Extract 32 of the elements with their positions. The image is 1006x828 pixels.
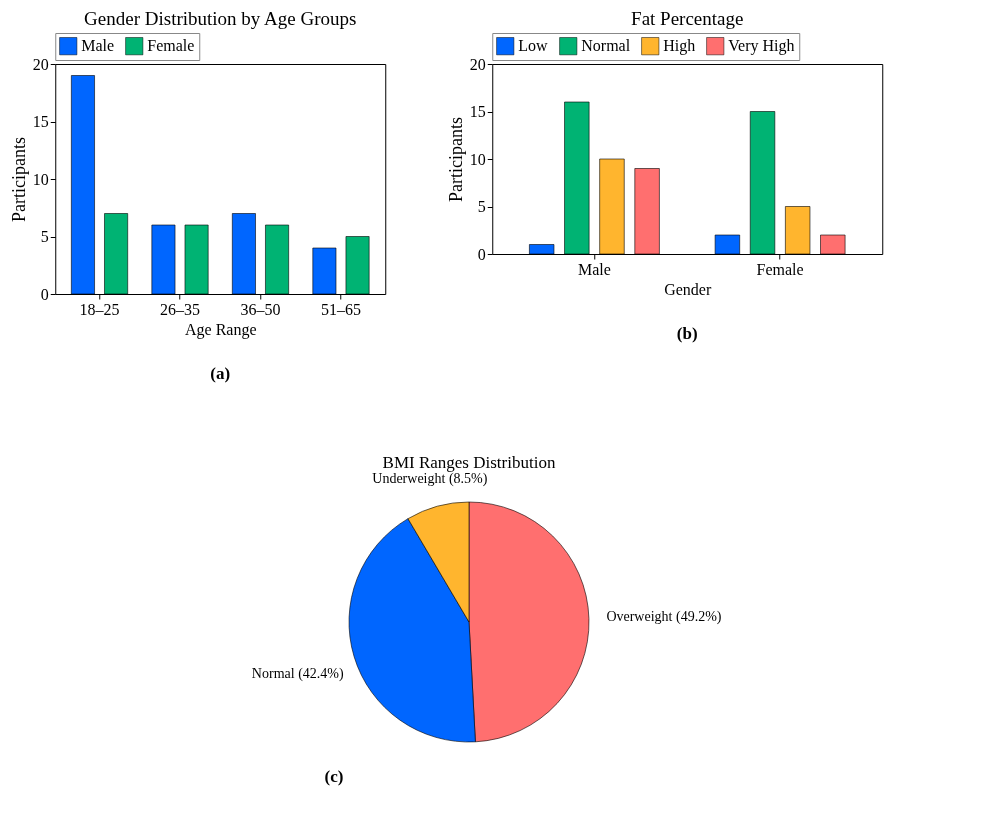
y-tick-label: 5	[477, 198, 486, 215]
y-tick-label: 15	[469, 103, 486, 120]
y-axis-title: Participants	[445, 117, 466, 202]
chart-title: Fat Percentage	[631, 7, 744, 29]
legend-label: Normal	[581, 37, 631, 55]
y-tick-label: 5	[40, 228, 49, 245]
y-axis-title: Participants	[8, 137, 29, 222]
y-tick-label: 0	[477, 245, 486, 263]
y-tick-label: 20	[469, 55, 486, 73]
chart-title: Gender Distribution by Age Groups	[84, 7, 357, 29]
slice-label: Normal (42.4%)	[251, 665, 344, 682]
x-axis-title: Gender	[664, 280, 712, 298]
slice-label: Overweight (49.2%)	[606, 608, 722, 625]
legend-label: Female	[147, 37, 195, 55]
text: (b)	[676, 324, 698, 343]
x-tick-label: 36–50	[240, 300, 281, 318]
legend-label: Male	[81, 37, 115, 55]
x-tick-label: 51–65	[320, 300, 361, 318]
x-axis-title: Age Range	[184, 320, 257, 339]
legend-label: Very High	[728, 37, 795, 56]
legend-label: Low	[518, 37, 549, 55]
text: (a)	[210, 364, 231, 383]
y-tick-label: 0	[40, 285, 49, 303]
y-tick-label: 10	[32, 170, 49, 188]
chart-title: BMI Ranges Distribution	[382, 452, 556, 472]
x-tick-label: 18–25	[79, 300, 120, 318]
y-tick-label: 10	[469, 150, 486, 168]
legend-label: High	[663, 37, 696, 56]
text: (c)	[324, 767, 344, 786]
x-tick-label: 26–35	[160, 300, 201, 318]
y-tick-label: 20	[32, 55, 49, 73]
y-tick-label: 15	[32, 113, 49, 130]
